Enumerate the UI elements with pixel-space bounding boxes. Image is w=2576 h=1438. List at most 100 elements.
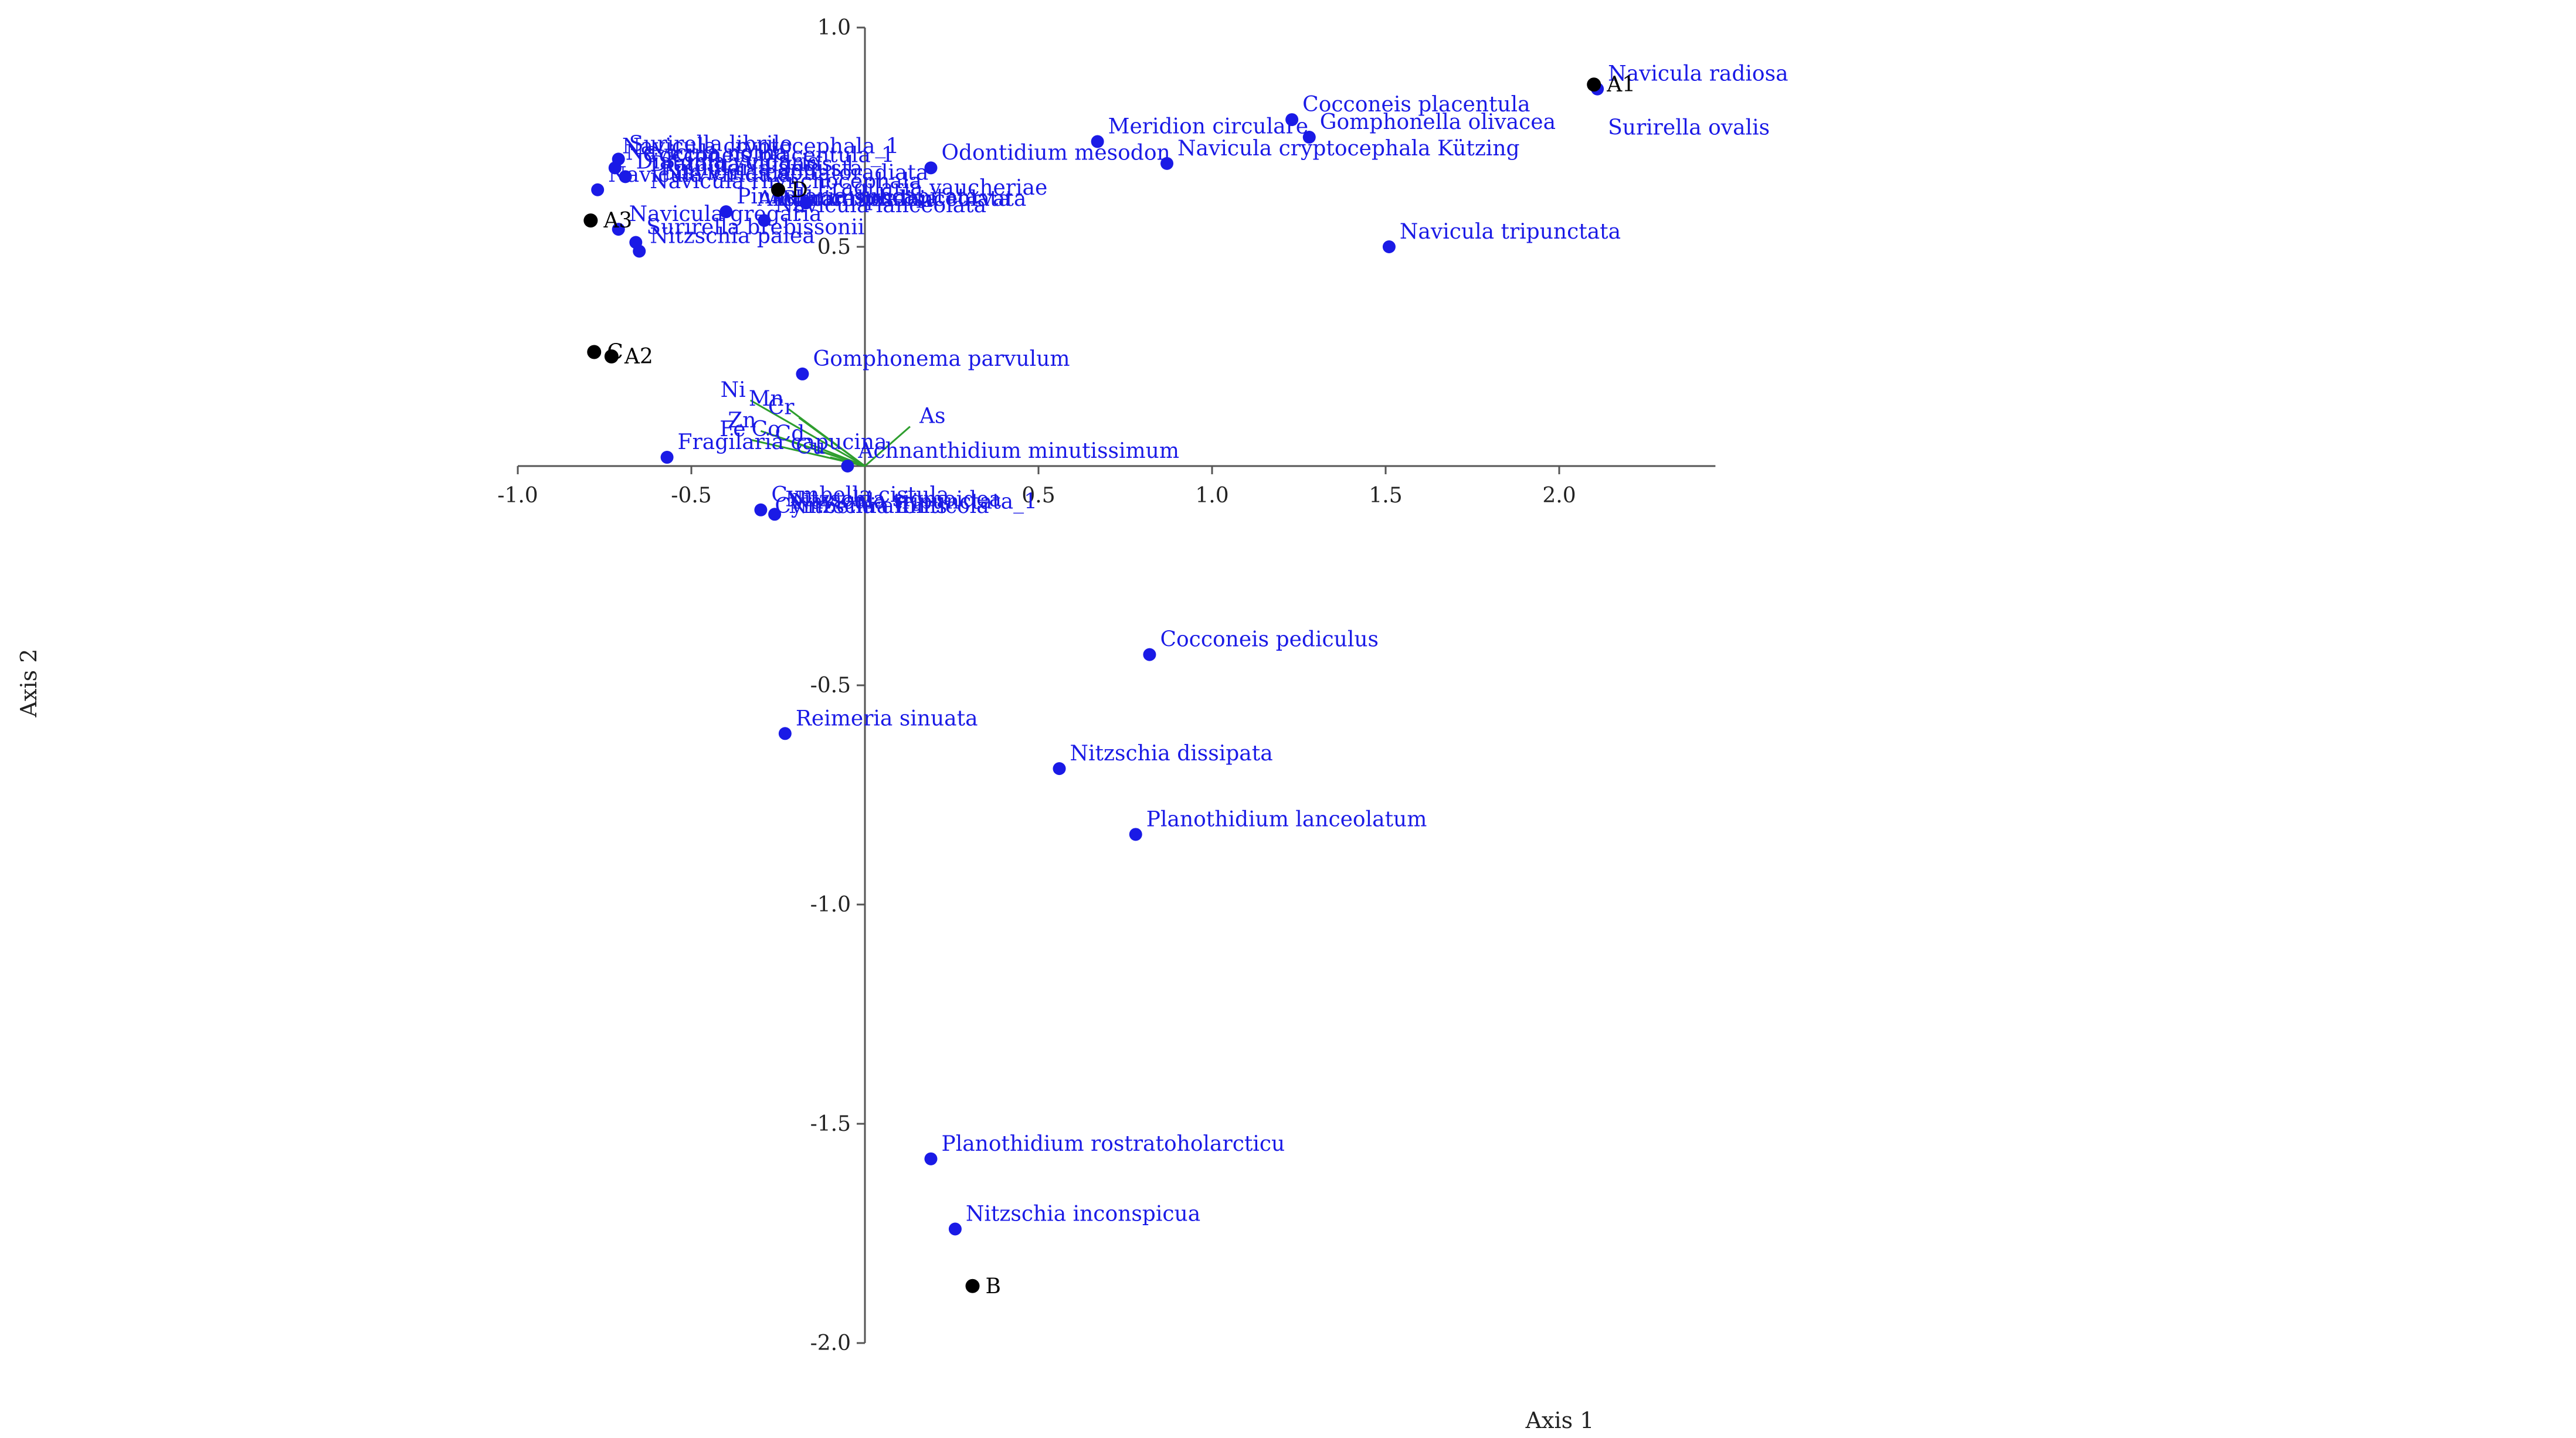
env-label-co: Co — [752, 417, 780, 441]
x-tick-label: 2.0 — [1542, 484, 1576, 508]
species-label-nitzschia-dissipata: Nitzschia dissipata — [1070, 742, 1273, 766]
env-label-cd: Cd — [775, 422, 805, 446]
species-point-gomphonella-olivacea — [1302, 131, 1316, 144]
species-point-fragilaria-capucina — [660, 451, 674, 464]
species-point-nitzschia-inconspicua — [948, 1222, 962, 1236]
x-axis-title: Axis 1 — [1525, 1408, 1594, 1433]
species-point-planothidium-lanceolatum — [1129, 828, 1142, 841]
species-point-navicula-cryptocephala-k-tzing — [1160, 157, 1174, 170]
site-label-a1: A1 — [1606, 73, 1635, 97]
species-point-achnanthidium-minutissimum — [841, 460, 854, 472]
species-label-navicula-rhynchocephala: Navicula rhynchocephala — [650, 169, 922, 193]
species-label-nitzschia-inconspicua: Nitzschia inconspicua — [966, 1202, 1200, 1226]
env-vector-cr — [798, 417, 866, 467]
species-point-cymbella-cistula — [754, 503, 768, 516]
species-point-reimeria-sinuata — [778, 727, 792, 740]
species-label-meridion-circulare: Meridion circulare — [1108, 114, 1308, 138]
species-label-diatoma-vulgaris-1: Diatoma vulgaris_1 — [650, 152, 857, 176]
env-vector-cd — [809, 443, 866, 467]
site-point-a1 — [1587, 77, 1601, 92]
site-label-a2: A2 — [624, 345, 653, 369]
species-point-nitzschia-palea — [633, 244, 646, 258]
species-point-navicula-viridula — [591, 183, 605, 196]
site-label-a3: A3 — [603, 209, 632, 233]
species-point-navicula-lanceolata — [758, 214, 771, 227]
env-vector-as — [864, 426, 911, 467]
species-point-nitzschia-dissipata — [1053, 762, 1066, 776]
species-label-navicula-radiosa: Navicula radiosa — [1608, 62, 1788, 86]
species-point-cocconeis-pediculus — [1143, 648, 1156, 661]
site-label-b: B — [986, 1274, 1001, 1298]
species-label-planothidium-rostratoholarcticu: Planothidium rostratoholarcticu — [941, 1132, 1285, 1156]
y-tick-label: -2.0 — [810, 1331, 851, 1355]
species-label-navicula-cryptocephala-1: Navicula cryptocephala_1 — [622, 134, 900, 158]
species-label-navicula-cryptocephala-k-tzing: Navicula cryptocephala Kützing — [1177, 137, 1520, 161]
species-label-reimeria-sinuata: Reimeria sinuata — [796, 706, 978, 730]
species-point-meridion-circulare — [1091, 135, 1104, 148]
species-point-navicula-notha — [608, 161, 622, 175]
species-label-fragilaria-capucina: Fragilaria capucina — [678, 430, 887, 454]
site-label-c: C — [607, 341, 623, 365]
species-label-cocconeis-pediculus: Cocconeis pediculus — [1160, 628, 1379, 652]
y-tick-label: -1.0 — [810, 893, 851, 917]
species-point-cocconeis-placentula — [1285, 113, 1299, 127]
species-label-achnanthidium-minutissimum: Achnanthidium minutissimum — [857, 439, 1179, 463]
species-label-navicula-notha: Navicula notha — [626, 141, 788, 165]
env-vector-ni — [749, 399, 866, 467]
y-tick-label: 0.5 — [817, 235, 851, 259]
site-point-c — [587, 345, 602, 359]
species-label-pinnularia-angusta: Pinnularia angusta — [660, 157, 863, 181]
env-label-zn: Zn — [728, 409, 756, 433]
species-point-fragilaria-vaucheriae — [799, 196, 813, 210]
axes: -1.0 -0.5 0.5 1.0 1.5 2.0 1.0 0.5 -0.5 -1.0 -1.5 -2… — [497, 16, 1716, 1355]
species-label-cymbella-affinis: Cymbella affinis — [775, 494, 947, 518]
species-label-navicula-viridula: Navicula viridula — [608, 163, 791, 187]
env-label-ni: Ni — [721, 378, 746, 402]
site-point-b — [965, 1279, 980, 1293]
y-tick-label: 1.0 — [817, 16, 851, 40]
species-label-navicula-gregaria: Navicula gregaria — [629, 202, 822, 226]
species-point-diatoma-vulgaris — [619, 170, 632, 183]
species-label-surirella-ovalis: Surirella ovalis — [1608, 116, 1770, 140]
species-label-navicula-lanceolata: Navicula lanceolata — [775, 193, 986, 217]
species-label-nitzschia-palea: Nitzschia palea — [650, 224, 814, 248]
y-tick-label: -1.5 — [810, 1112, 851, 1136]
site-point-d — [771, 182, 785, 197]
env-label-mn: Mn — [749, 387, 784, 411]
species-point-planothidium-rostratoholarcticu — [924, 1152, 938, 1165]
species-label-nitzschia-fonticola: Nitzschia fonticola — [789, 494, 989, 518]
species-label-diatoma-vulgaris: Diatoma vulgaris — [636, 149, 819, 174]
species-label-gomphonella-olivacea: Gomphonella olivacea — [1320, 110, 1556, 134]
species-point-navicula-gregaria — [612, 223, 625, 236]
site-point-a2 — [604, 349, 619, 363]
env-label-as: As — [919, 404, 945, 429]
site-point-a3 — [583, 213, 598, 228]
species-label-rhoicosphenia-curvata: Rhoicosphenia curvata — [782, 187, 1026, 211]
x-tick-label: 0.5 — [1021, 484, 1055, 508]
species-label-achnanthes-lanceolata: Achnanthes lanceolata — [767, 187, 1010, 211]
site-label-d: D — [791, 178, 808, 202]
species-label-navicula-tripunctata: Navicula tripunctata — [1400, 220, 1621, 244]
species-label-gomphonema-parvulum: Gomphonema parvulum — [813, 347, 1070, 371]
species-point-nitzschia-sigmoidea — [768, 508, 782, 521]
x-tick-label: 1.5 — [1369, 484, 1402, 508]
species-label-surirella-librile: Surirella librile — [629, 132, 793, 156]
species-label-surirella-brebissonii: Surirella brebissonii — [646, 216, 864, 240]
species-label-fragilaria-vaucheriae: Fragilaria vaucheriae — [816, 176, 1047, 200]
species-points: Navicula radiosa Surirella ovalis Cocconei… — [591, 62, 1788, 1236]
env-label-fe: Fe — [719, 417, 745, 441]
y-axis-title: Axis 2 — [16, 649, 42, 718]
species-label-planothidium-lanceolatum: Planothidium lanceolatum — [1146, 807, 1427, 831]
env-label-cr: Cr — [768, 396, 795, 420]
species-label-odontidium-mesodon: Odontidium mesodon — [941, 141, 1170, 165]
species-point-navicula-tripunctata — [1382, 240, 1396, 253]
species-label-nitzschia-sigmoidea: Nitzschia sigmoidea — [785, 487, 1002, 511]
species-point-gomphonema-parvulum — [796, 367, 809, 380]
species-label-cocconeis-placentula-1: Cocconeis placentula_1 — [643, 143, 894, 167]
y-tick-label: -0.5 — [810, 674, 851, 698]
site-points: A1 A2 A3 B C D — [583, 73, 1635, 1298]
species-point-pinnularia-subcapitata — [719, 205, 733, 219]
species-point-odontidium-mesodon — [924, 161, 938, 175]
x-tick-label: 1.0 — [1195, 484, 1228, 508]
